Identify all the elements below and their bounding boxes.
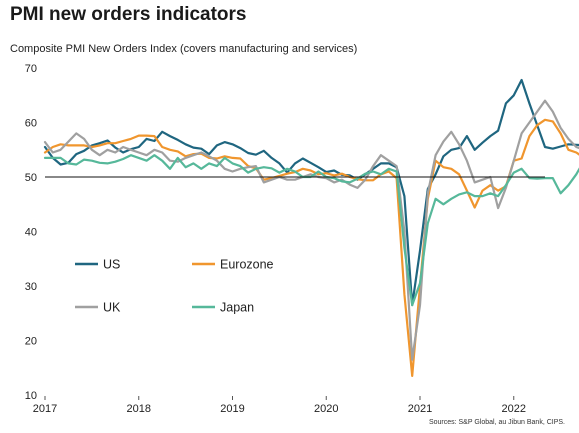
y-tick-label: 20 xyxy=(25,336,37,348)
y-tick-label: 30 xyxy=(25,281,37,293)
y-tick-label: 10 xyxy=(25,390,37,402)
y-axis-ticks: 10 20 30 40 50 60 70 xyxy=(25,63,37,402)
x-tick-label: 2021 xyxy=(408,403,432,415)
x-tick-label: 2018 xyxy=(127,403,151,415)
chart-title: PMI new orders indicators xyxy=(10,4,247,25)
series-line-uk xyxy=(43,99,579,361)
y-tick-label: 50 xyxy=(25,172,37,184)
series-line-japan xyxy=(43,154,579,307)
x-tick-label: 2022 xyxy=(502,403,526,415)
chart-subtitle: Composite PMI New Orders Index (covers m… xyxy=(10,43,358,55)
legend-label-japan: Japan xyxy=(220,301,254,315)
series-line-us xyxy=(43,78,579,307)
x-tick-label: 2019 xyxy=(220,403,244,415)
x-tick-label: 2017 xyxy=(33,403,57,415)
legend-label-eurozone: Eurozone xyxy=(220,258,274,272)
legend-label-uk: UK xyxy=(103,301,121,315)
y-tick-label: 70 xyxy=(25,63,37,75)
series-line-eurozone xyxy=(43,118,579,377)
y-tick-label: 40 xyxy=(25,227,37,239)
series-lines xyxy=(43,78,579,377)
source-note: Sources: S&P Global, au Jibun Bank, CIPS… xyxy=(428,419,565,426)
legend: US Eurozone UK Japan xyxy=(75,258,274,315)
y-tick-label: 60 xyxy=(25,118,37,130)
x-axis-ticks: 2017 2018 2019 2020 2021 2022 xyxy=(33,396,526,415)
x-tick-label: 2020 xyxy=(314,403,338,415)
legend-label-us: US xyxy=(103,258,120,272)
